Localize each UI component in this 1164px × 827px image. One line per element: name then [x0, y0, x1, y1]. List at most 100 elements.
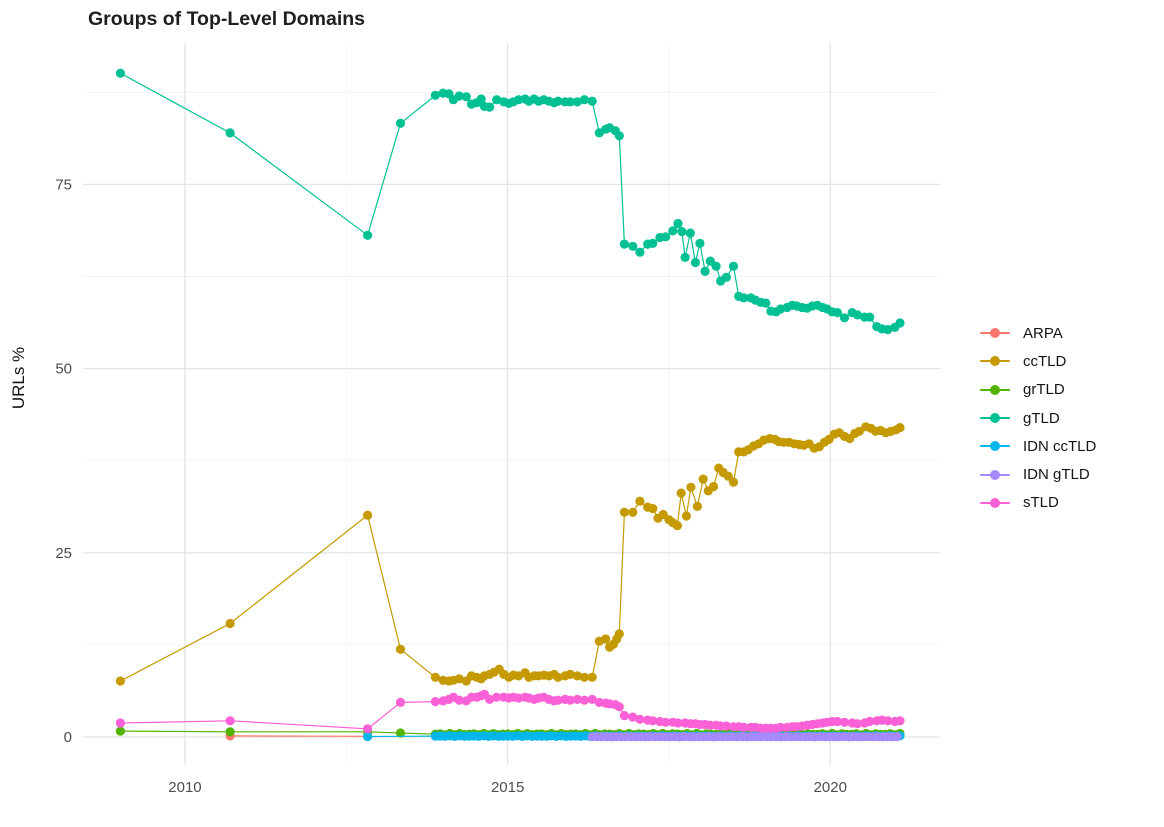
data-point [430, 90, 440, 100]
data-point [225, 727, 235, 737]
data-point [363, 724, 373, 734]
data-point [587, 96, 597, 106]
legend-item-idn-gtld: IDN gTLD [980, 460, 1096, 488]
legend-key-cctld-icon [980, 352, 1010, 370]
data-point [677, 227, 687, 237]
data-point [628, 507, 638, 517]
data-point [698, 474, 708, 484]
data-point [565, 669, 575, 680]
data-point [839, 717, 850, 727]
legend-item-gtld: gTLD [980, 404, 1096, 432]
legend-label: gTLD [1023, 409, 1060, 427]
data-point [454, 674, 464, 684]
data-point [854, 426, 864, 436]
legend-key-grtld-icon [980, 381, 1010, 399]
data-point [601, 634, 611, 644]
data-point [553, 96, 563, 106]
legend-label: sTLD [1023, 494, 1059, 512]
data-point [852, 719, 863, 729]
data-point [614, 629, 624, 639]
series-gtld [115, 68, 905, 335]
data-point [225, 128, 235, 138]
data-point [680, 252, 690, 262]
data-point [635, 247, 645, 257]
data-point [686, 482, 696, 492]
y-tick-label-50: 50 [55, 361, 72, 378]
data-point [708, 481, 719, 492]
axis-tick-labels: 2010 2015 2020 0 25 50 75 [55, 176, 847, 796]
legend-label: IDN ccTLD [1023, 437, 1097, 455]
data-point [681, 511, 692, 521]
legend-item-arpa: ARPA [980, 319, 1096, 347]
data-point [619, 711, 630, 721]
legend-item-idn-cctld: IDN ccTLD [980, 432, 1096, 460]
data-point [115, 676, 125, 686]
data-point [635, 496, 645, 506]
data-point [614, 131, 624, 141]
data-point [852, 310, 863, 320]
data-point [572, 671, 582, 681]
legend-key-stld-icon [980, 494, 1010, 512]
data-point [395, 118, 406, 128]
data-point [883, 716, 893, 726]
data-point [363, 731, 373, 742]
data-point [648, 504, 658, 514]
data-point [648, 238, 658, 248]
data-point [776, 722, 786, 733]
data-point [892, 732, 902, 742]
data-point [461, 92, 471, 102]
data-point [672, 521, 683, 531]
data-point [628, 241, 638, 251]
legend-key-gtld-icon [980, 409, 1010, 427]
legend-item-cctld: ccTLD [980, 347, 1096, 375]
data-point [587, 672, 597, 682]
data-point [579, 95, 590, 105]
data-point [476, 94, 486, 104]
data-point [587, 694, 597, 705]
series-stld [115, 689, 905, 734]
data-point [832, 716, 843, 727]
data-point [739, 722, 749, 733]
data-point [635, 714, 645, 724]
data-point [363, 510, 373, 520]
data-point [454, 91, 464, 101]
data-point [865, 312, 875, 322]
y-axis-title: URLs % [9, 347, 28, 409]
data-point [579, 672, 590, 682]
data-point [676, 488, 686, 498]
legend-key-idn-gtld-icon [980, 466, 1010, 484]
legend-key-arpa-icon [980, 324, 1010, 342]
data-point [895, 318, 905, 328]
data-series [115, 68, 905, 742]
data-point [865, 716, 875, 727]
series-idn-gtld [587, 732, 902, 742]
data-point [565, 97, 575, 107]
data-point [454, 695, 464, 705]
data-point [839, 313, 850, 323]
data-point [363, 230, 373, 240]
data-point [225, 716, 235, 726]
data-point [700, 266, 710, 276]
legend-label: ARPA [1023, 324, 1063, 342]
data-point [619, 507, 630, 517]
data-point [721, 272, 732, 282]
chart-title: Groups of Top-Level Domains [88, 8, 365, 30]
data-point [661, 717, 671, 727]
data-point [115, 68, 125, 78]
data-point [832, 308, 843, 318]
data-point [115, 718, 125, 728]
data-point [430, 672, 440, 682]
data-point [692, 501, 703, 511]
data-point [395, 644, 406, 654]
y-tick-label-0: 0 [64, 729, 72, 746]
data-point [619, 239, 630, 249]
data-point [883, 325, 893, 335]
x-tick-label-2020: 2020 [814, 779, 847, 796]
data-point [579, 695, 590, 705]
data-point [614, 702, 624, 712]
data-point [690, 257, 701, 268]
data-point [721, 721, 732, 731]
data-point [723, 471, 733, 481]
data-point [572, 97, 582, 107]
